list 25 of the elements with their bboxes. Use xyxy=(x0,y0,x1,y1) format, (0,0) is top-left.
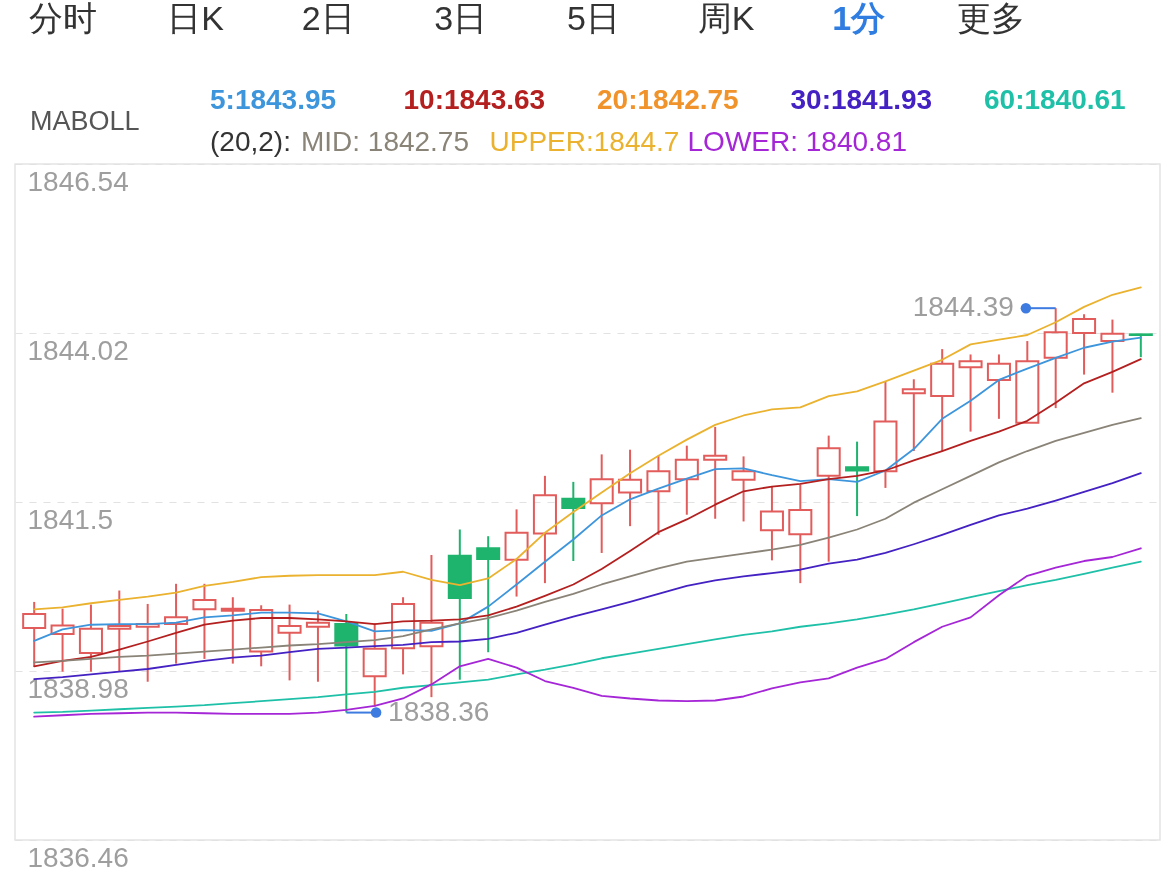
text: 3日 xyxy=(434,0,488,37)
text: UPPER:1844.7 xyxy=(489,126,680,157)
text: 日K xyxy=(167,0,225,37)
y-tick-label: 1836.46 xyxy=(27,841,129,872)
annotation: 1838.36 xyxy=(388,695,490,727)
annotation: 1844.39 xyxy=(912,291,1014,323)
text: 30:1841.93 xyxy=(790,84,933,115)
text: 10:1843.63 xyxy=(403,84,546,115)
text: MABOLL xyxy=(30,106,140,136)
y-tick-label: 1841.5 xyxy=(27,503,114,535)
text: (20,2): xyxy=(210,126,291,157)
text: 分时 xyxy=(29,0,97,37)
y-tick-label: 1846.54 xyxy=(27,165,129,197)
text: 周K xyxy=(697,0,755,37)
legend-label: 20:1842.75 xyxy=(597,84,739,115)
text: 60:1840.61 xyxy=(984,84,1126,115)
y-tick-label: 1838.98 xyxy=(27,672,129,704)
text: MID: 1842.75 xyxy=(300,126,470,157)
text: 5:1843.95 xyxy=(210,84,337,115)
text: LOWER: 1840.81 xyxy=(687,126,907,157)
text: 5日 xyxy=(566,0,620,37)
text: 2日 xyxy=(301,0,355,37)
text: 更多 xyxy=(957,0,1026,37)
text: 1分 xyxy=(832,0,886,37)
y-tick-label: 1844.02 xyxy=(27,334,129,366)
